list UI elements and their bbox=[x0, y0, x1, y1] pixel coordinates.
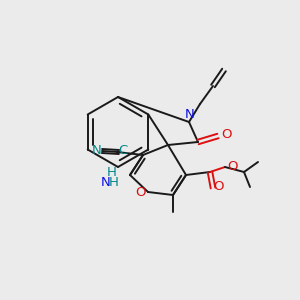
Text: C: C bbox=[118, 145, 127, 158]
Text: N: N bbox=[92, 143, 102, 157]
Text: O: O bbox=[227, 160, 237, 172]
Text: O: O bbox=[214, 179, 224, 193]
Text: N: N bbox=[101, 176, 111, 188]
Text: N: N bbox=[185, 109, 195, 122]
Text: O: O bbox=[221, 128, 231, 142]
Text: O: O bbox=[135, 187, 145, 200]
Text: H: H bbox=[107, 166, 117, 178]
Text: H: H bbox=[109, 176, 119, 188]
